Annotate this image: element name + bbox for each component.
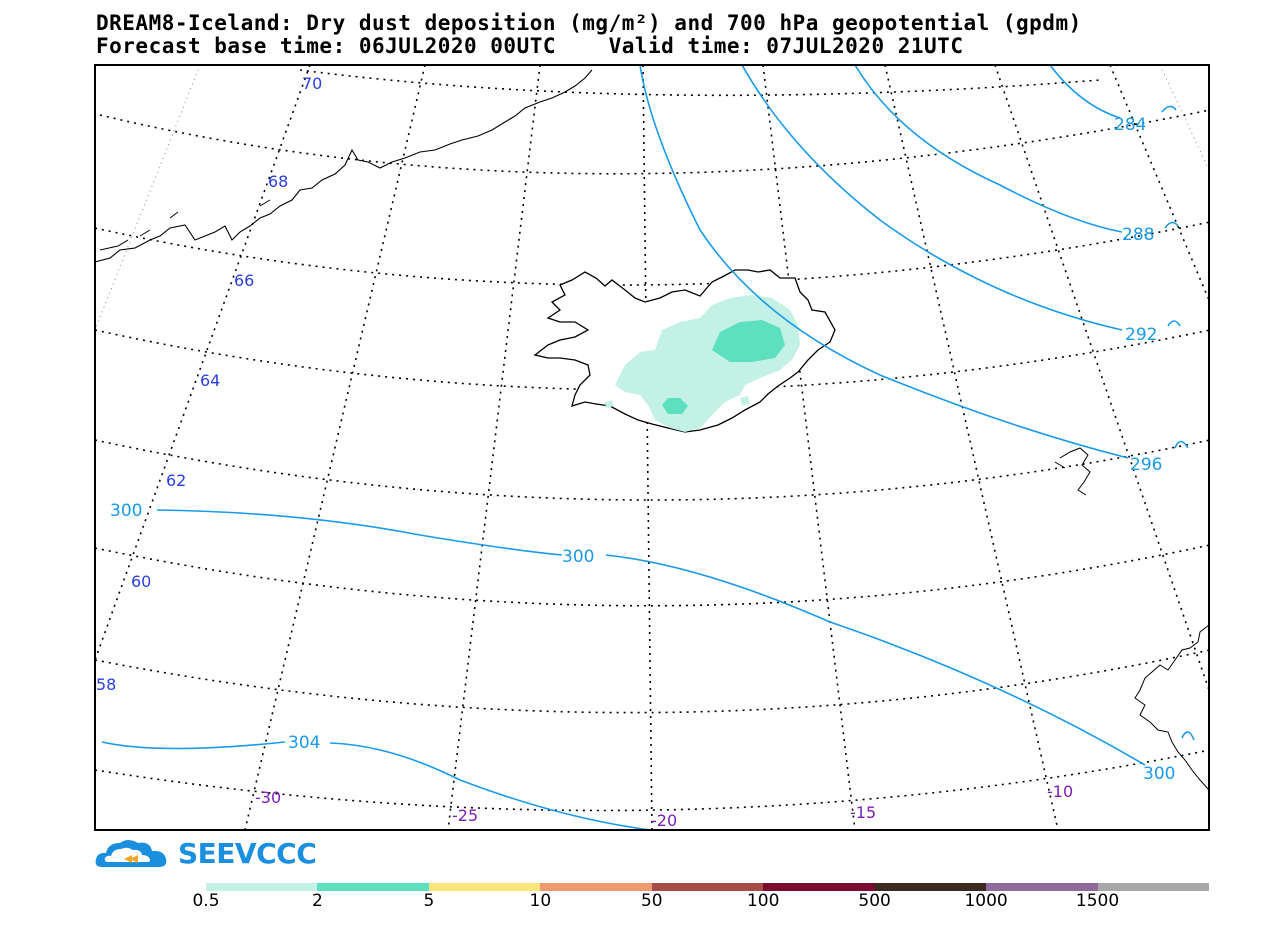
lon-line-10	[884, 65, 1059, 830]
lat-label-58: 58	[96, 675, 116, 694]
lat-label-64: 64	[200, 371, 220, 390]
contour-label-288: 288	[1122, 225, 1154, 245]
legend-label-1: 2	[312, 891, 323, 911]
seevccc-logo: SEEVCCC	[94, 835, 317, 871]
legend-label-0: 0.5	[192, 891, 220, 911]
legend-colorbar	[206, 883, 1209, 891]
lat-label-60: 60	[131, 572, 151, 591]
base-time-label: Forecast base time: 06JUL2020 00UTC	[96, 34, 557, 58]
legend-swatch-6	[874, 883, 987, 891]
geopotential-contours	[101, 65, 1195, 830]
lat-line-68	[99, 109, 1209, 175]
map-subtitle: Forecast base time: 06JUL2020 00UTC Vali…	[96, 35, 963, 57]
legend-swatch-2	[428, 883, 541, 891]
contour-labels: 284 288 292 296 300 300 300 304	[110, 115, 1175, 784]
contour-label-300-center: 300	[562, 547, 594, 567]
legend-swatch-7	[986, 883, 1098, 891]
lon-line-20	[642, 65, 653, 830]
lat-line-56	[95, 749, 1209, 812]
legend-swatch-1	[317, 883, 429, 891]
legend-swatch-4	[651, 883, 764, 891]
contour-304	[101, 741, 651, 830]
lat-line-70	[299, 69, 1101, 97]
faroe-islands	[1054, 447, 1091, 496]
longitude-lines	[95, 65, 1209, 830]
logo-text: SEEVCCC	[178, 836, 317, 870]
lon-line-0	[1109, 65, 1209, 301]
contour-288	[854, 65, 1123, 233]
map-content	[95, 65, 1209, 830]
contour-label-304: 304	[288, 733, 320, 753]
contour-label-284: 284	[1114, 115, 1146, 135]
lon-line-30	[244, 65, 426, 830]
lat-line-64	[95, 329, 1209, 391]
lon-label-30: -30	[255, 788, 281, 807]
longitude-labels: -30 -25 -20 -15 -10	[255, 782, 1073, 830]
lat-line-66	[95, 221, 1209, 286]
legend-label-7: 1000	[964, 891, 1008, 911]
contour-label-300-east: 300	[1143, 764, 1175, 784]
cloud-logo-icon	[95, 840, 167, 867]
legend-label-8: 1500	[1075, 891, 1120, 911]
lon-line-25	[447, 65, 541, 830]
norway-coastline	[1134, 624, 1209, 791]
lat-label-62: 62	[166, 471, 186, 490]
latitude-lines	[95, 69, 1209, 812]
lat-label-66: 66	[234, 271, 254, 290]
lon-label-15: -15	[850, 803, 876, 822]
lon-line-15	[762, 65, 856, 830]
contour-label-292: 292	[1125, 325, 1157, 345]
legend-swatch-5	[763, 883, 875, 891]
contour-284	[1049, 65, 1121, 119]
valid-time-label: Valid time: 07JUL2020 21UTC	[608, 34, 964, 58]
contour-label-296: 296	[1130, 455, 1162, 475]
latitude-labels: 70 68 66 64 62 60 58	[96, 74, 322, 694]
lon-line-35	[95, 65, 311, 661]
legend-label-4: 50	[640, 891, 663, 911]
legend-label-6: 500	[858, 891, 891, 911]
lat-line-62	[95, 439, 1209, 501]
legend-label-2: 5	[423, 891, 435, 911]
contour-292	[741, 65, 1123, 331]
contour-296	[639, 65, 1129, 459]
legend-label-5: 100	[746, 891, 780, 911]
legend-swatch-8	[1097, 883, 1209, 891]
map-frame	[94, 64, 1210, 831]
lon-line-5	[994, 65, 1209, 691]
contour-label-300-west: 300	[110, 501, 142, 521]
map-title: DREAM8-Iceland: Dry dust deposition (mg/…	[96, 11, 1082, 35]
lat-line-58	[95, 649, 1209, 714]
dust-area-medium-small	[662, 398, 688, 414]
dust-area-medium	[712, 320, 785, 362]
lon-label-10: -10	[1047, 782, 1073, 801]
legend-swatch-0	[206, 883, 318, 891]
lat-label-70: 70	[302, 74, 322, 93]
lat-label-68: 68	[268, 172, 288, 191]
greenland-coastline	[95, 69, 593, 263]
lon-label-20: -20	[651, 811, 677, 830]
lat-line-60	[95, 544, 1209, 607]
lon-label-25: -25	[452, 806, 478, 825]
contour-300	[156, 509, 1146, 766]
legend-swatch-3	[540, 883, 652, 891]
legend-label-3: 10	[529, 891, 552, 911]
